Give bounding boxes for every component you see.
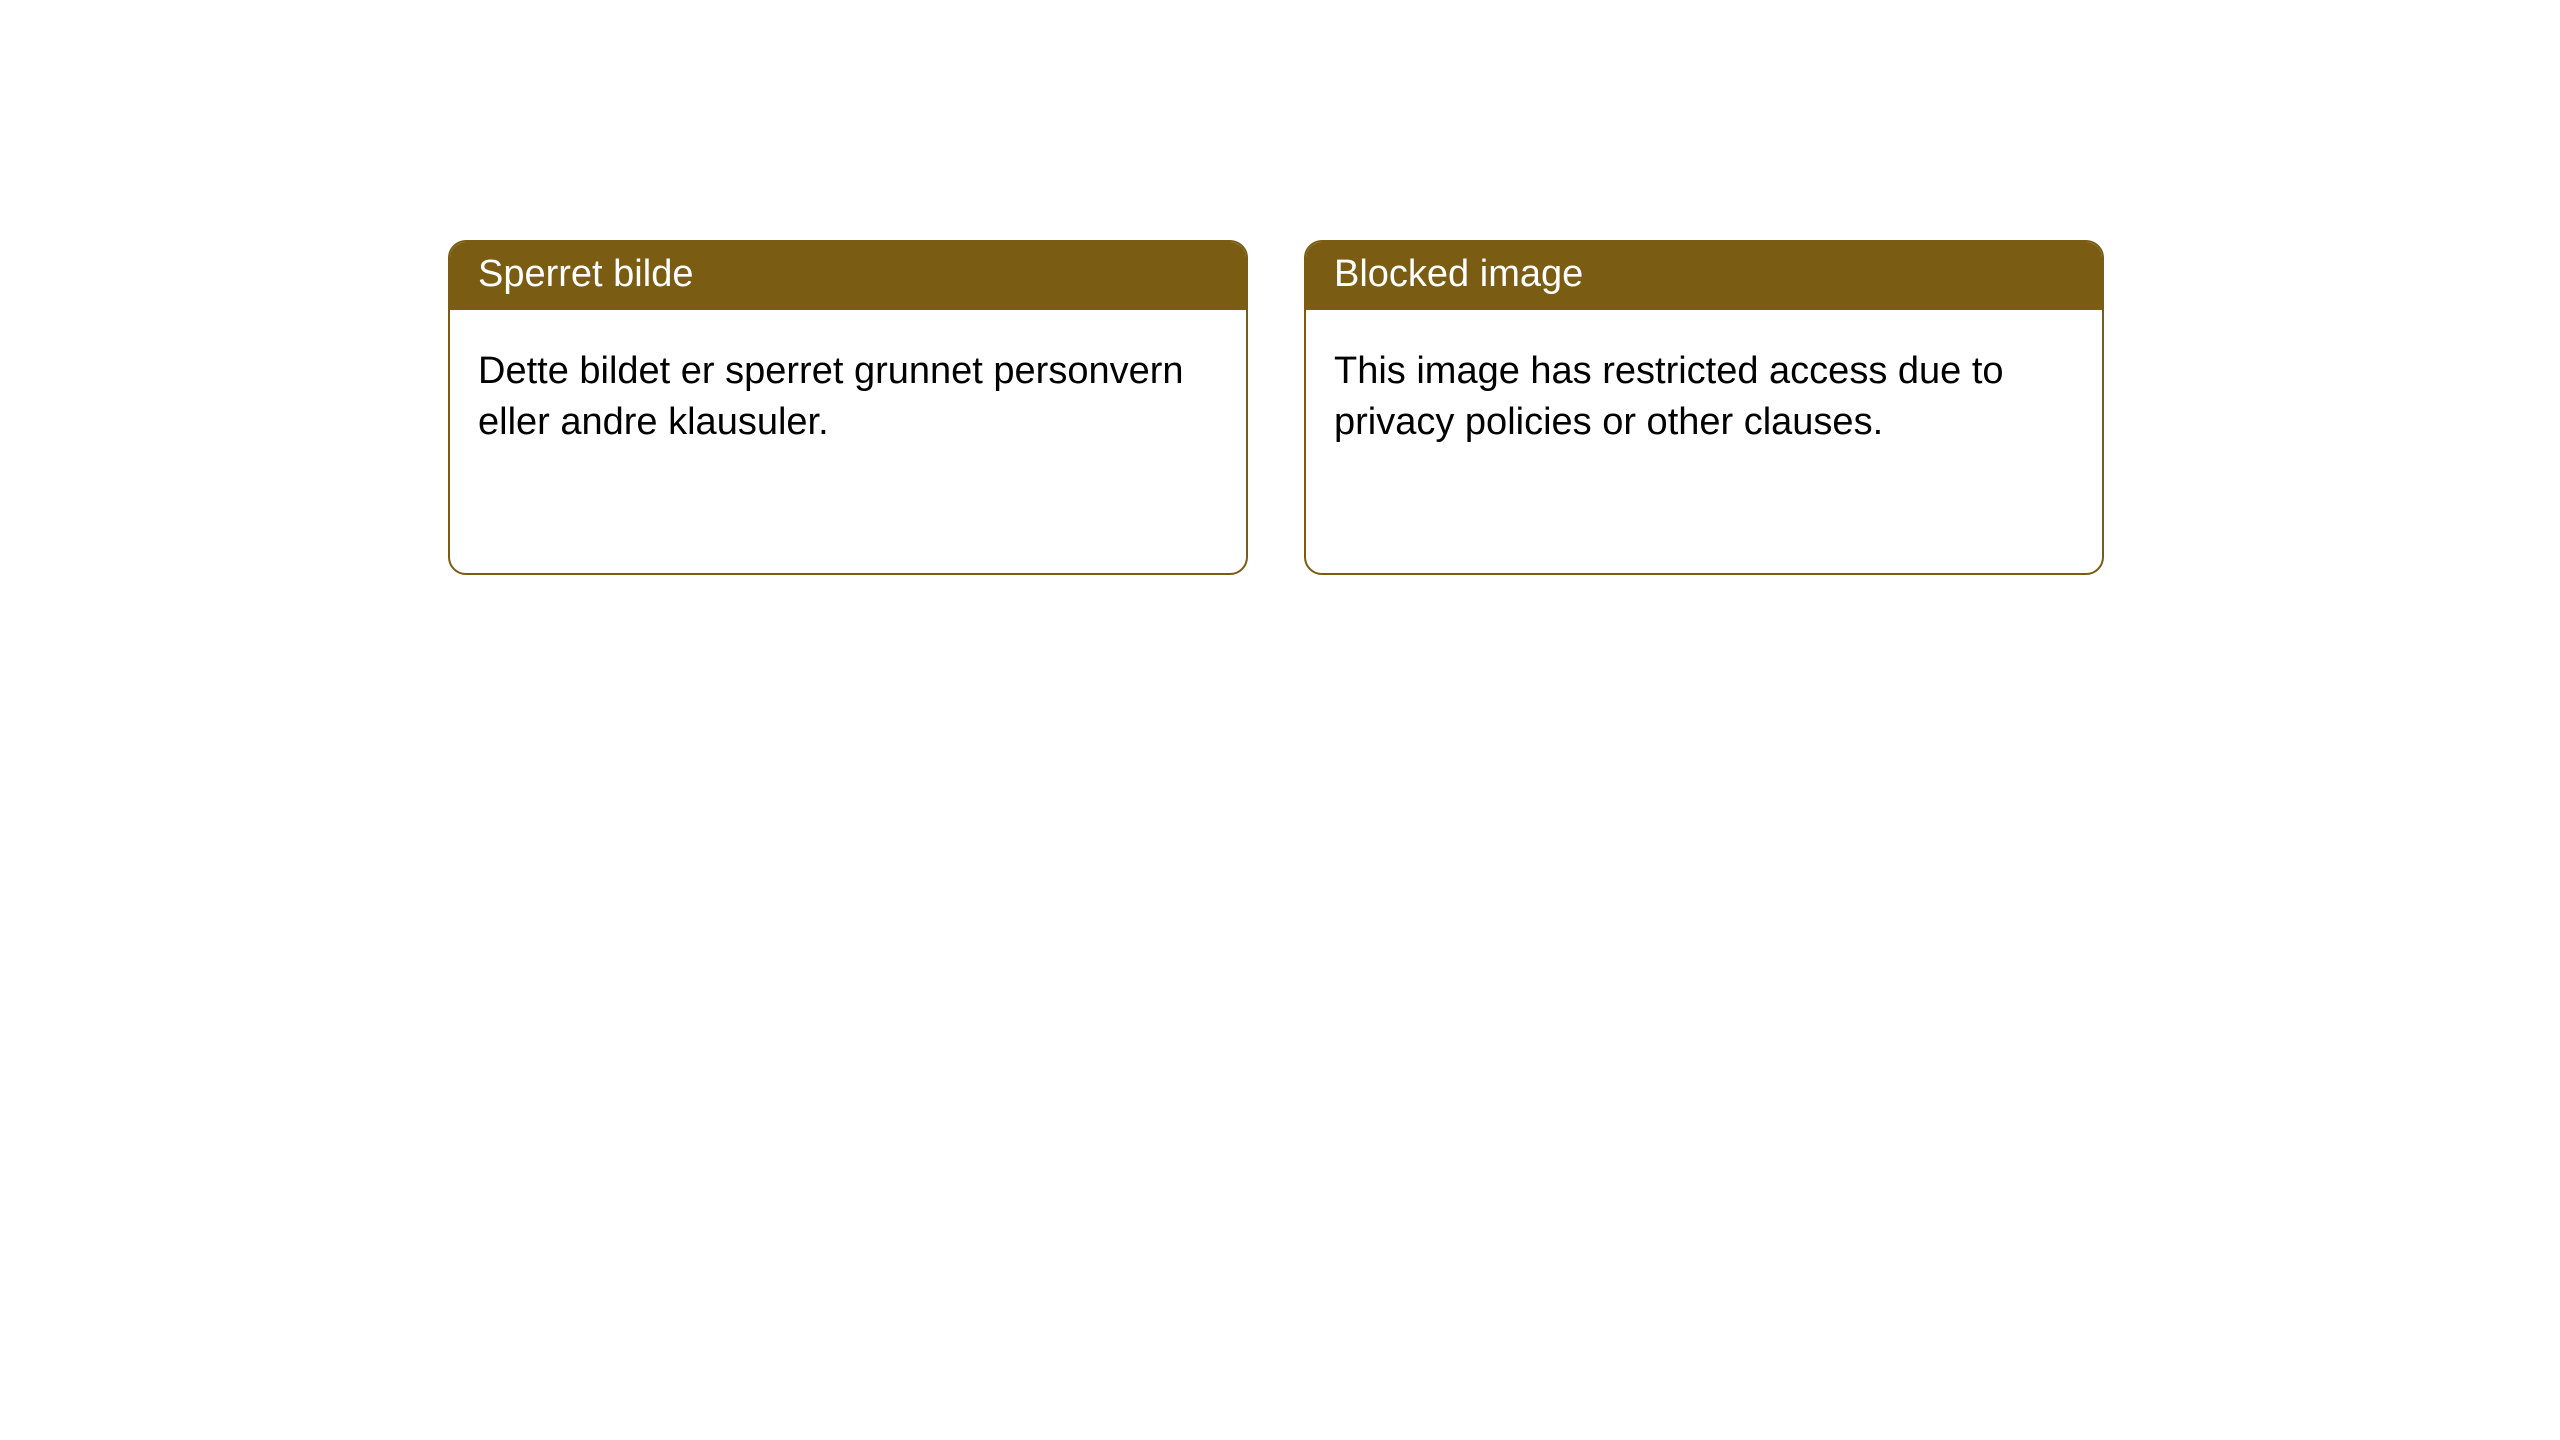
notice-message: Dette bildet er sperret grunnet personve… — [478, 350, 1184, 443]
notice-container: Sperret bilde Dette bildet er sperret gr… — [0, 0, 2560, 575]
notice-title: Sperret bilde — [478, 253, 693, 295]
notice-body: This image has restricted access due to … — [1306, 310, 2102, 477]
notice-card-english: Blocked image This image has restricted … — [1304, 240, 2104, 575]
notice-header: Blocked image — [1306, 242, 2102, 310]
notice-title: Blocked image — [1334, 253, 1583, 295]
notice-card-norwegian: Sperret bilde Dette bildet er sperret gr… — [448, 240, 1248, 575]
notice-header: Sperret bilde — [450, 242, 1246, 310]
notice-body: Dette bildet er sperret grunnet personve… — [450, 310, 1246, 477]
notice-message: This image has restricted access due to … — [1334, 350, 2004, 443]
